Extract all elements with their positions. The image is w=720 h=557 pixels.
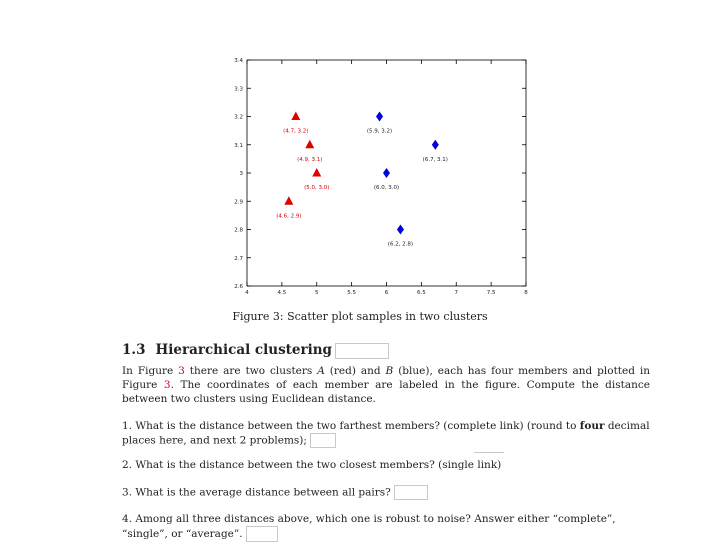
divider: [474, 452, 504, 453]
y-tick-label: 3.2: [234, 115, 243, 121]
x-tick-label: 7.5: [487, 290, 496, 295]
point-label: (4.7, 3.2): [283, 129, 308, 135]
y-tick-label: 2.7: [234, 256, 243, 262]
blue-diamond-point: [396, 224, 404, 235]
y-tick-label: 3.1: [234, 143, 243, 149]
y-tick-label: 3.3: [234, 86, 243, 92]
blue-diamond-point: [431, 139, 439, 150]
red-triangle-point: [291, 111, 301, 120]
point-label: (6.0, 3.0): [374, 185, 399, 191]
y-tick-label: 2.9: [234, 199, 243, 205]
x-tick-label: 5.5: [347, 290, 356, 295]
x-tick-label: 4.5: [278, 290, 287, 295]
q4-answer-input[interactable]: [245, 526, 278, 542]
figure-ref-link[interactable]: 3: [178, 365, 185, 377]
point-label: (4.9, 3.1): [297, 157, 322, 163]
point-label: (6.7, 3.1): [423, 157, 448, 163]
scatter-chart: 4 4.5 5 5.5 6 6.5 7 7.5 8 2.6 2.7 2.8 2.9 3 3.1 3.2 3.3 3…: [234, 58, 528, 295]
point-label: (5.9, 3.2): [367, 129, 392, 135]
section-title: Hierarchical clustering: [155, 342, 333, 358]
x-tick-label: 6: [385, 290, 389, 295]
x-tick-label: 7: [455, 290, 459, 295]
q1-answer-input[interactable]: [310, 433, 337, 448]
y-tick-label: 2.8: [234, 228, 243, 234]
figure-caption: Figure 3: Scatter plot samples in two cl…: [232, 310, 488, 323]
section-heading: 1.3 Hierarchical clustering: [122, 342, 389, 359]
point-label: (6.2, 2.8): [388, 242, 413, 248]
title-answer-box[interactable]: [335, 342, 389, 359]
figure-ref-link[interactable]: 3: [163, 379, 171, 391]
blue-diamond-point: [376, 111, 384, 122]
x-tick-label: 5: [315, 290, 319, 295]
question-3: 3. What is the average distance between …: [122, 485, 650, 500]
y-tick-label: 2.6: [234, 284, 243, 290]
red-triangle-point: [284, 196, 294, 205]
question-2: 2. What is the distance between the two …: [122, 459, 502, 471]
blue-diamond-point: [383, 168, 390, 178]
x-tick-label: 4: [245, 290, 249, 295]
section-number: 1.3: [122, 342, 146, 358]
question-4: 4. Among all three distances above, whic…: [122, 513, 616, 542]
question-1: 1. What is the distance between the two …: [122, 420, 650, 448]
red-triangle-point: [305, 139, 315, 149]
chart-axes: 4 4.5 5 5.5 6 6.5 7 7.5 8 2.6 2.7 2.8 2.9 3 3.1 3.2 3.3 3…: [234, 58, 528, 295]
x-tick-label: 6.5: [417, 290, 426, 295]
q3-answer-input[interactable]: [394, 485, 429, 500]
point-label: (4.6, 2.9): [276, 213, 301, 219]
y-tick-label: 3.4: [234, 58, 243, 64]
red-triangle-point: [312, 168, 322, 177]
y-tick-label: 3: [240, 171, 244, 177]
point-label: (5.0, 3.0): [304, 185, 329, 191]
chart-marks: (4.7, 3.2) (4.9, 3.1) (5.0, 3.0) (4.6, 2.9)…: [276, 111, 448, 248]
intro-paragraph: In Figure 3 there are two clusters A (re…: [122, 365, 650, 405]
x-tick-label: 8: [524, 290, 528, 295]
